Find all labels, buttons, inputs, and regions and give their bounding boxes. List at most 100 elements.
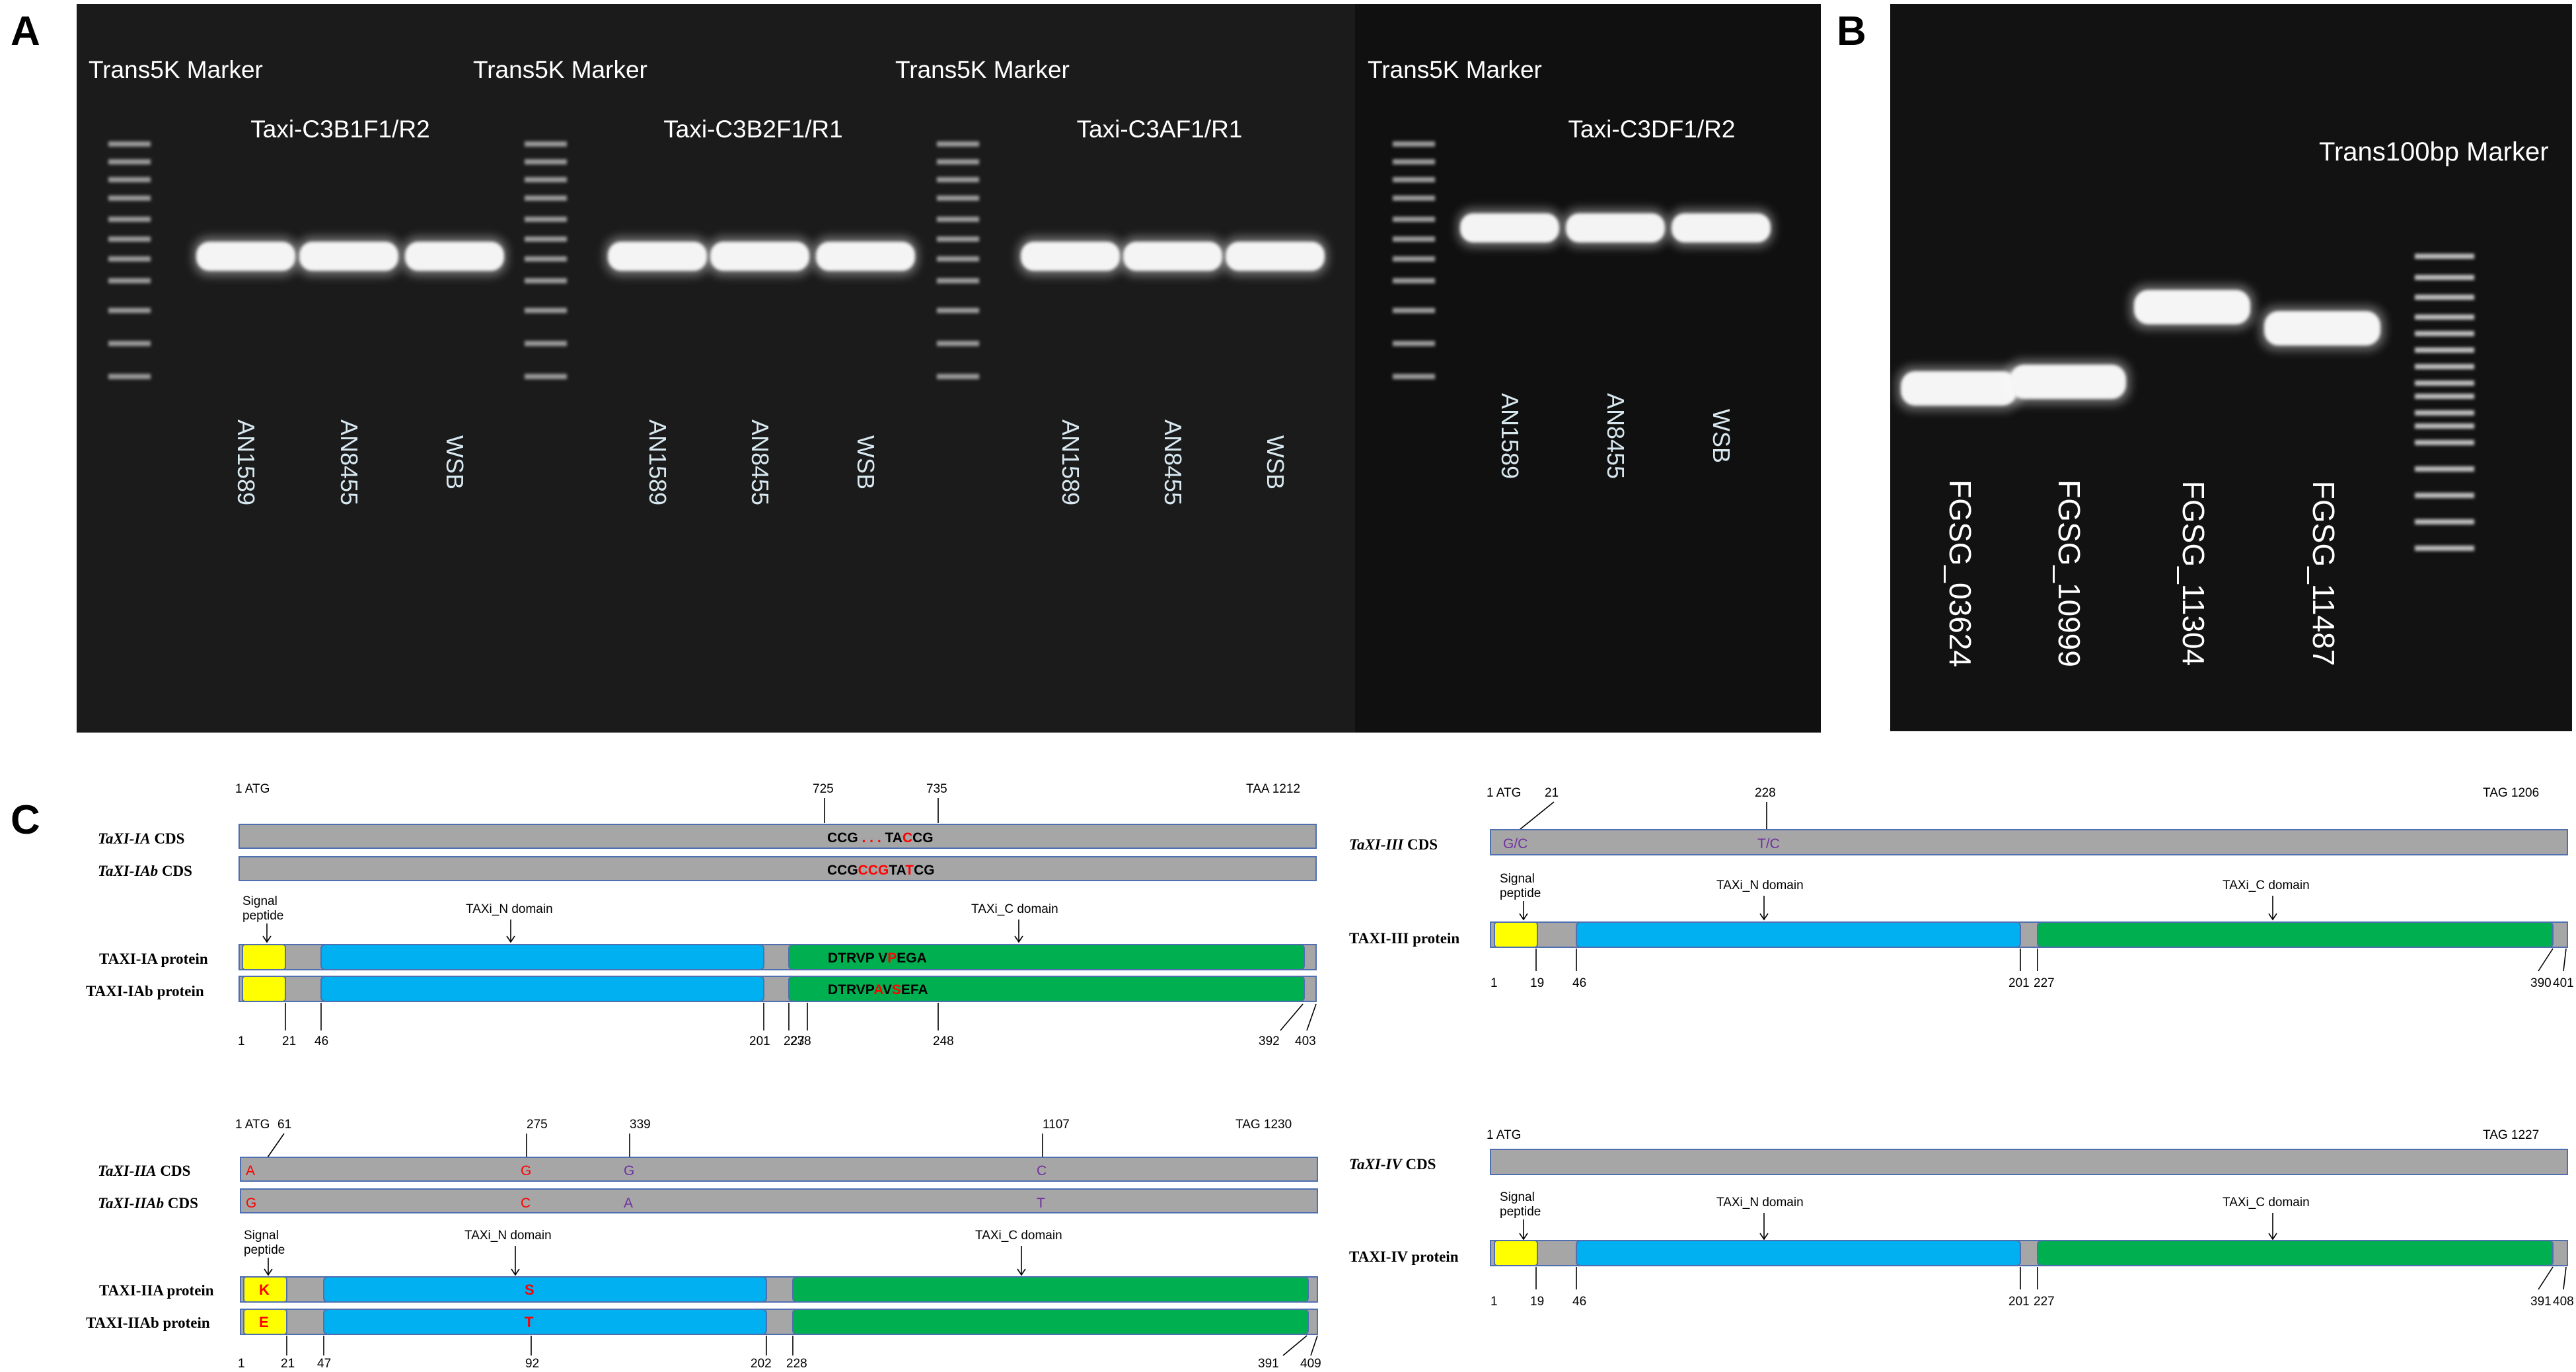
lane-label: WSB [852, 435, 879, 489]
marker-band [937, 341, 979, 346]
ladder-band [2415, 314, 2474, 320]
cds-sequence: CCGCCGTATCG [827, 863, 935, 878]
arrow-head [1017, 1268, 1026, 1276]
position-label: 201 [2008, 976, 2030, 990]
position-label: 339 [630, 1118, 651, 1132]
marker-label: Trans5K Marker [895, 56, 1070, 83]
pcr-band [1123, 242, 1222, 271]
marker-band [1393, 308, 1435, 313]
signal-label: Signal [1500, 1190, 1535, 1204]
pcr-band [816, 242, 915, 271]
diagram-text: 1 ATG [235, 782, 270, 796]
snp-base: A [624, 1196, 633, 1211]
marker-band [1393, 196, 1435, 201]
lane-label: AN8455 [1159, 419, 1187, 505]
taxi-c-domain [788, 944, 1305, 970]
arrow-head [506, 935, 515, 943]
taxi-n-domain [320, 944, 764, 970]
protein-label: TAXI-IA protein [99, 951, 208, 967]
snp-base: T/C [1757, 836, 1780, 851]
pcr-band [1672, 213, 1771, 242]
taxi-n-domain [320, 976, 764, 1002]
signal-peptide [1494, 921, 1538, 948]
marker-band [108, 256, 151, 262]
pcr-band [405, 242, 504, 271]
marker-band [1393, 374, 1435, 379]
marker-band [937, 141, 979, 147]
protein-label: TAXI-IIA protein [99, 1282, 214, 1299]
marker-band [108, 374, 151, 379]
signal-peptide [243, 1309, 287, 1335]
signal-peptide [1494, 1240, 1538, 1266]
pcr-band [1226, 242, 1325, 271]
marker-band [525, 159, 567, 164]
lane-label: WSB [441, 435, 468, 489]
cds-label: TaXI-IA CDS [98, 830, 184, 847]
ladder-band [2415, 410, 2474, 415]
cds-bar [239, 856, 1317, 881]
tick-line [2563, 948, 2567, 972]
marker-band [525, 196, 567, 201]
marker-band [108, 141, 151, 147]
marker-band [937, 177, 979, 182]
lane-label: WSB [1708, 409, 1735, 463]
snp-base: G [624, 1163, 634, 1178]
position-label: 403 [1295, 1034, 1316, 1048]
snp-base: G [521, 1163, 531, 1178]
diagram-text: 1 ATG [1487, 1128, 1521, 1142]
marker-band [1393, 141, 1435, 147]
marker-band [1393, 177, 1435, 182]
diagram-text: 725 [813, 782, 834, 796]
position-label: 47 [317, 1357, 331, 1371]
marker-band [525, 278, 567, 283]
domain-label: TAXi_C domain [2223, 879, 2310, 892]
panel-label-b: B [1837, 9, 1866, 54]
protein-label: TAXI-IAb protein [86, 983, 204, 999]
panel-label-c: C [11, 797, 40, 843]
position-label: 1 [238, 1034, 245, 1048]
pcr-band [710, 242, 809, 271]
marker-band [108, 236, 151, 242]
pcr-band [608, 242, 707, 271]
position-label: 390 [2530, 976, 2552, 990]
taxi-n-domain [323, 1309, 767, 1335]
marker-band [108, 159, 151, 164]
ladder-band [2415, 546, 2474, 551]
taxi-c-domain [788, 976, 1305, 1002]
taxi-c-domain [2037, 921, 2554, 948]
cds-sequence: CCG . . . TACCG [827, 830, 934, 846]
marker-band [1393, 256, 1435, 262]
diagram-text: 1 ATG [235, 1118, 270, 1132]
marker-band [937, 308, 979, 313]
marker-band [1393, 236, 1435, 242]
position-label: 201 [749, 1034, 770, 1048]
gel-a-right [1355, 4, 1821, 733]
marker-band [937, 217, 979, 222]
diagram-text: 735 [926, 782, 947, 796]
position-label: 202 [751, 1357, 772, 1371]
pcr-band [2134, 290, 2250, 324]
lane-label: AN8455 [336, 419, 363, 505]
position-label: 391 [2530, 1295, 2552, 1309]
position-label: 1107 [1043, 1118, 1070, 1132]
position-label: 409 [1300, 1357, 1321, 1371]
position-label: 238 [790, 1034, 811, 1048]
marker-band [1393, 341, 1435, 346]
lane-label: AN1589 [1057, 419, 1084, 505]
marker-label: Trans5K Marker [473, 56, 647, 83]
lane-label: AN8455 [1602, 393, 1629, 479]
lane-label: WSB [1262, 435, 1289, 489]
position-label: 61 [277, 1118, 291, 1132]
pcr-band [1901, 371, 2017, 406]
ladder-band [2415, 275, 2474, 280]
pcr-band [1566, 213, 1665, 242]
protein-label: TAXI-III protein [1349, 930, 1459, 947]
signal-peptide [242, 976, 286, 1002]
protein-label: TAXI-IV protein [1349, 1248, 1459, 1265]
snp-base: A [246, 1163, 255, 1178]
signal-label: Signal [242, 894, 277, 908]
position-label: 275 [527, 1118, 548, 1132]
arrow-head [2268, 913, 2277, 921]
panel-label-a: A [11, 9, 40, 54]
signal-label: peptide [1500, 886, 1541, 900]
